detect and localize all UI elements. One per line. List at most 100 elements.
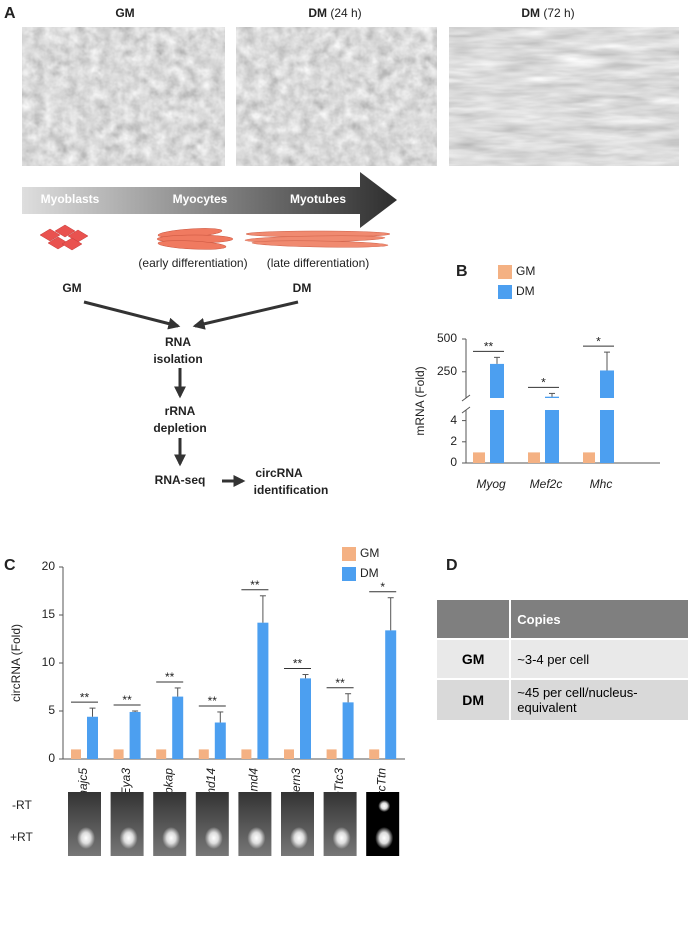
y-tick-label: 15 [42,607,56,621]
gel-band [375,827,394,849]
y-tick-label: 5 [48,703,55,717]
legend-label: DM [516,284,535,298]
y-tick-label: 10 [42,655,56,669]
bar [528,452,540,463]
gel-band [119,827,138,849]
bar [113,749,124,759]
condition-title: GM [115,6,134,20]
panel-label: A [4,5,16,22]
y-axis-label: mRNA (Fold) [413,366,427,435]
myotube-icon [244,230,391,248]
panel-label: D [446,557,458,574]
significance-label: ** [484,340,494,354]
legend-label: GM [516,264,535,278]
bar [583,452,595,463]
legend-swatch [342,547,356,561]
legend-swatch [498,285,512,299]
legend-label: GM [360,546,379,560]
y-tick-label: 0 [48,751,55,765]
break-mark [461,394,471,402]
bar [214,722,226,759]
bar [156,749,167,759]
myocyte-icon [156,228,234,250]
y-tick-label: 20 [42,559,56,573]
stage-label: Myotubes [290,192,346,206]
significance-label: ** [122,693,132,707]
y-tick-label: 2 [450,434,457,448]
workflow-input: DM [293,281,312,295]
significance-label: * [380,580,385,594]
y-tick-label: 4 [450,413,457,427]
gel-band [290,827,308,849]
stage-note: (early differentiation) [138,256,247,270]
micrograph [236,27,437,166]
significance-label: * [541,376,546,390]
significance-label: ** [335,676,345,690]
workflow-step: RNA [165,335,191,349]
header-cell [437,600,512,640]
bar [129,711,141,759]
x-tick-label: Mhc [590,477,613,491]
bar [342,702,354,759]
x-tick-label: Myog [476,477,506,491]
stage-note: (late differentiation) [267,256,370,270]
y-tick-label: 500 [437,331,457,345]
condition-title: DM (24 h) [308,6,361,20]
bar [600,370,614,463]
workflow-input: GM [62,281,81,295]
myoblast-icon [39,224,89,251]
bar [490,363,504,463]
workflow-step: circRNA [255,466,303,480]
panel-label: C [4,557,16,574]
gel-band [162,827,181,849]
significance-label: ** [293,657,303,671]
condition-name: DM [308,6,327,20]
x-tick-label: Mef2c [530,477,563,491]
bar [326,749,337,759]
bar [284,749,294,759]
bar [545,396,559,463]
workflow-arrows [83,300,299,487]
condition-name: DM [521,6,540,20]
bar [257,622,269,759]
bar [198,749,209,759]
gel-band [332,827,351,849]
gel-band [378,800,391,812]
cell: ~45 per cell/nucleus-equivalent [510,679,690,722]
legend-label: DM [360,566,379,580]
differentiation-arrow [22,172,397,228]
y-tick-label: 0 [450,455,457,469]
row-label: DM [437,679,512,722]
gel-band [77,827,95,849]
gel-label: +RT [10,830,33,844]
break-mark [461,406,471,414]
micrograph [22,27,225,166]
header-cell: Copies [510,600,690,640]
panel-label: B [456,263,468,280]
y-axis-label: circRNA (Fold) [9,624,23,702]
axis-break [460,398,662,410]
y-tick-label: 250 [437,364,457,378]
workflow-step: RNA-seq [155,473,206,487]
workflow-step: isolation [153,352,202,366]
cell: ~3-4 per cell [510,639,690,680]
bar [385,630,397,759]
legend-swatch [498,265,512,279]
gel-label: -RT [12,798,32,812]
stage-label: Myocytes [173,192,228,206]
bar [71,749,81,759]
significance-label: ** [208,694,218,708]
condition-title: DM (72 h) [521,6,574,20]
gel-band [247,827,266,849]
significance-label: * [596,334,601,348]
workflow-step: depletion [153,421,206,435]
condition-detail: (24 h) [330,6,361,20]
workflow-step: identification [254,483,329,497]
micrograph [449,27,679,166]
significance-label: ** [165,670,175,684]
bar [473,452,485,463]
stage-label: Myoblasts [41,192,100,206]
significance-label: ** [250,578,260,592]
